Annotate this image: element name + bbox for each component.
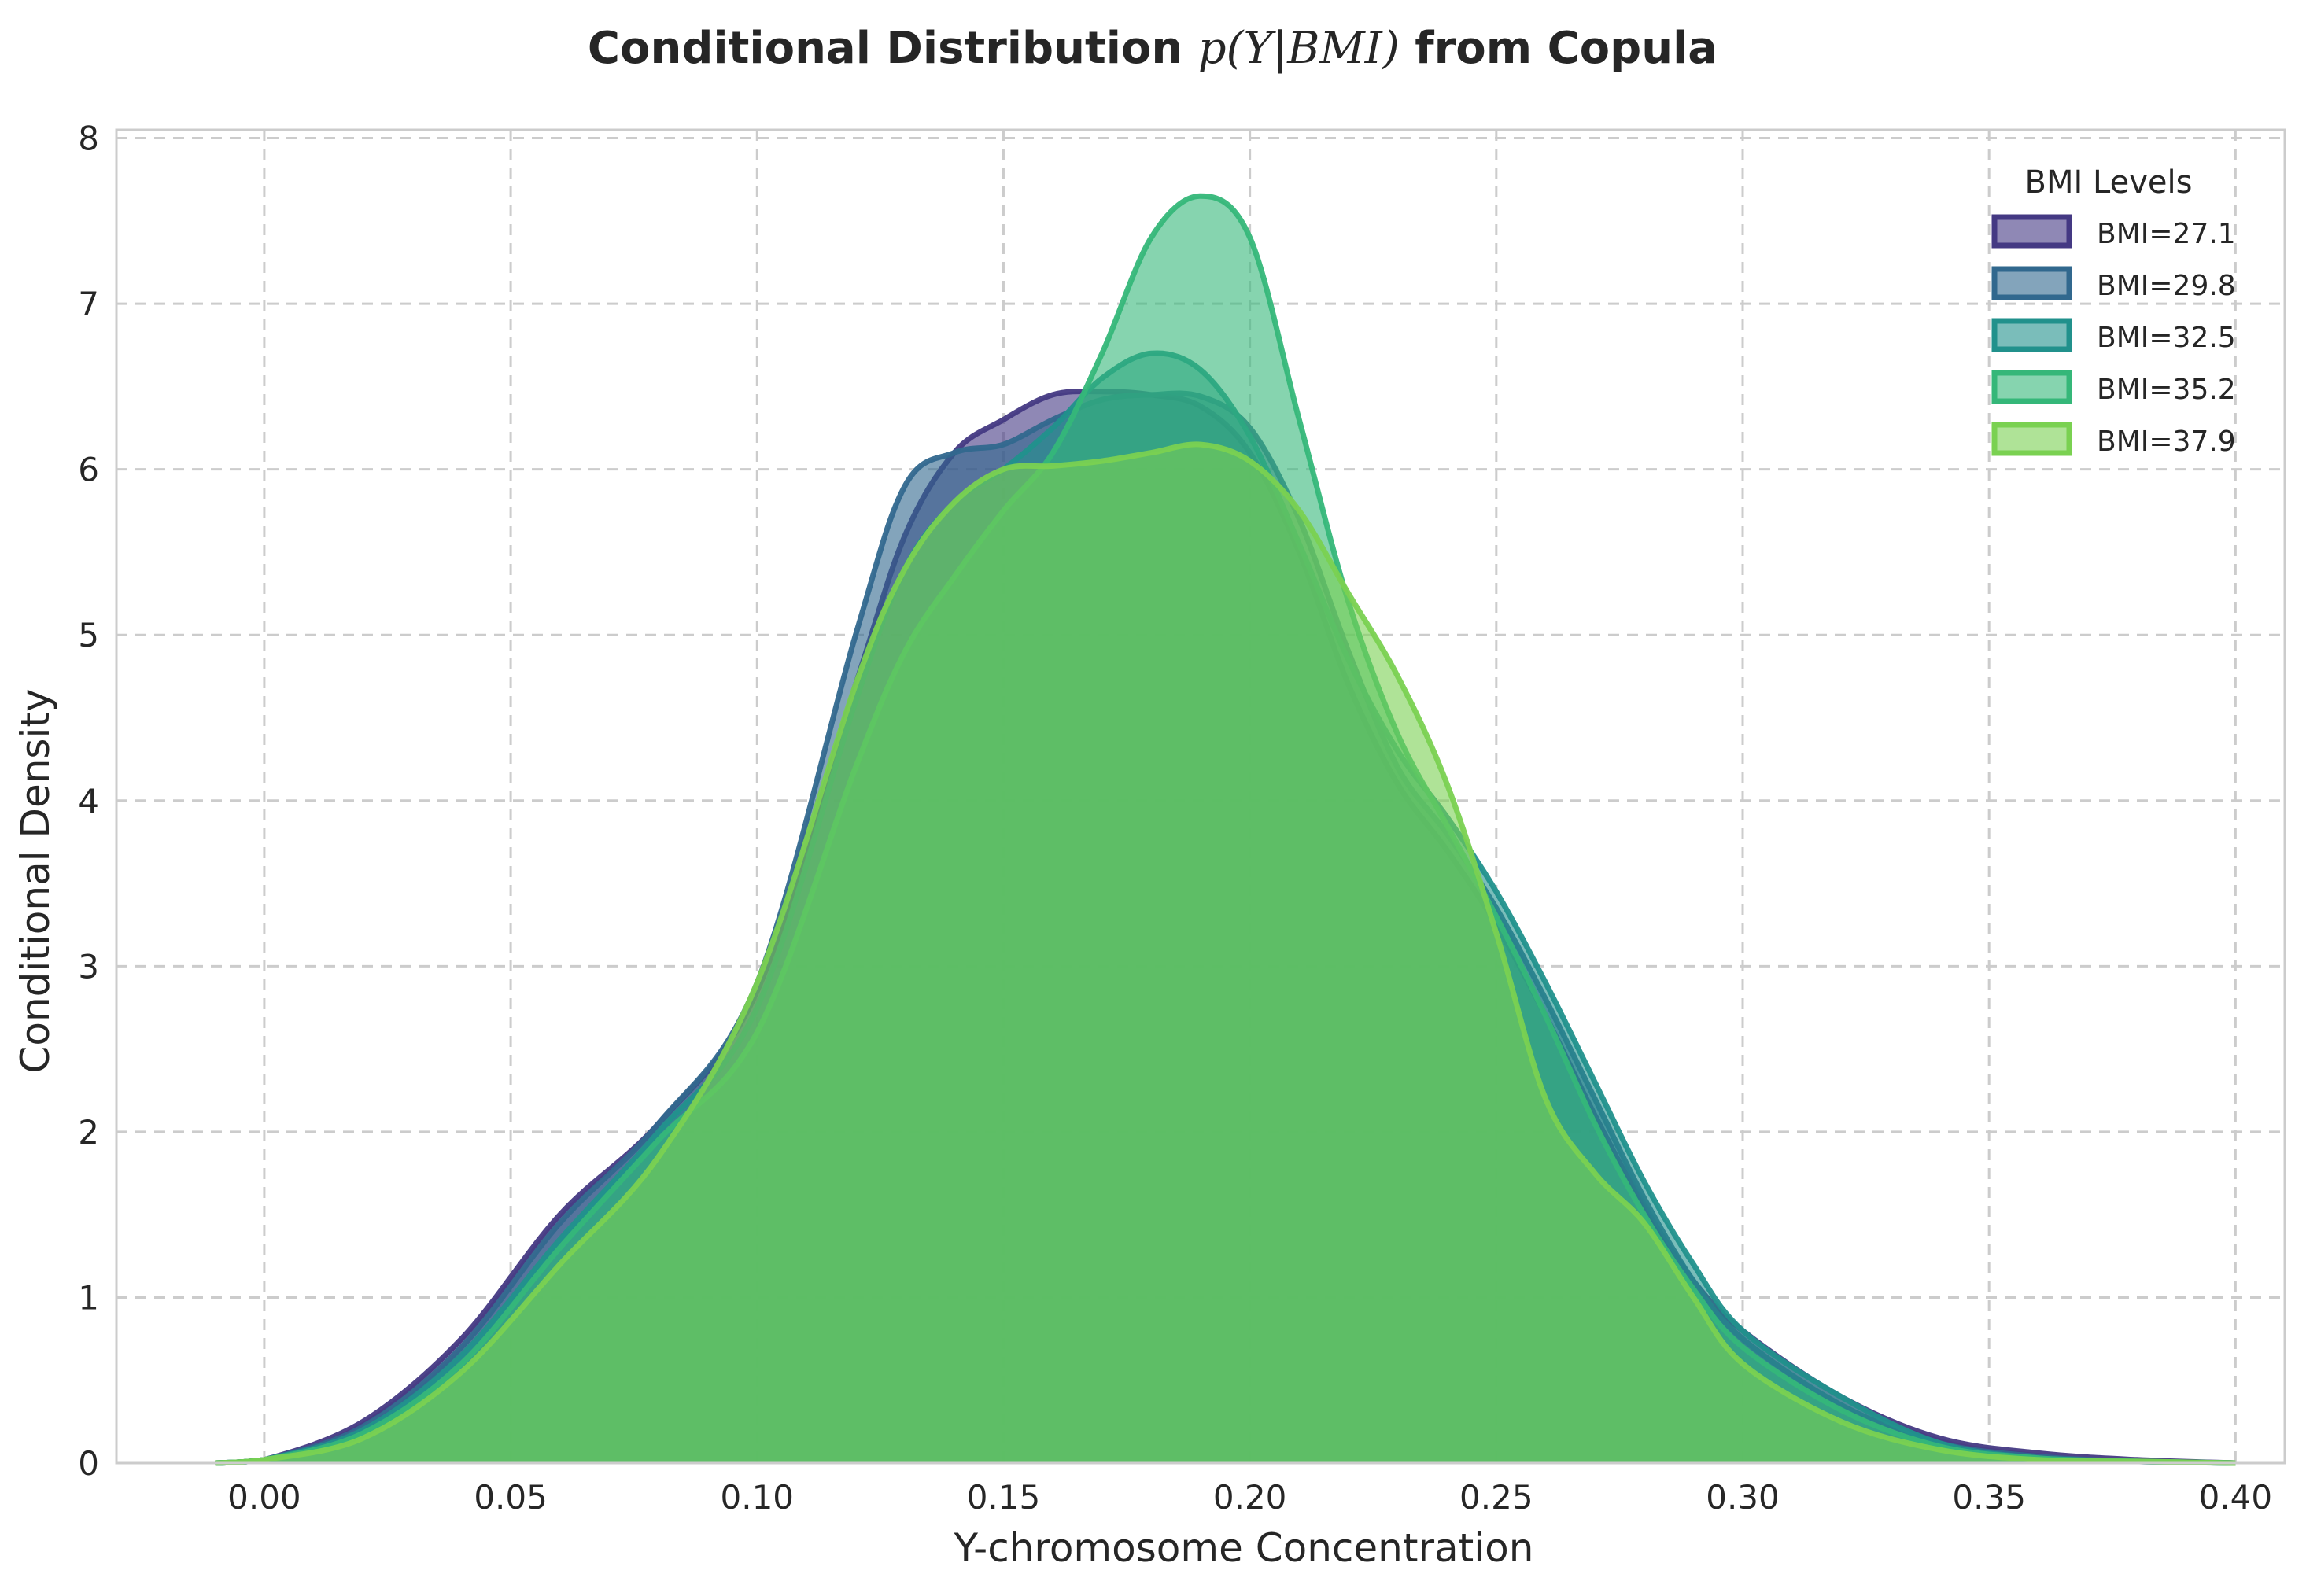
y-tick-label: 2: [78, 1113, 99, 1152]
x-axis-label: Y-chromosome Concentration: [954, 1525, 1534, 1571]
legend-swatch-series-4: [1991, 370, 2072, 404]
x-tick-label: 0.15: [967, 1478, 1041, 1517]
chart-title-prefix: Conditional Distribution: [588, 23, 1198, 74]
x-tick-label: 0.00: [227, 1478, 301, 1517]
x-tick-label: 0.05: [474, 1478, 548, 1517]
legend-swatch-series-1: [1991, 214, 2072, 249]
legend: BMI Levels BMI=27.1 BMI=29.8 BMI=32.5 BMI=3…: [1991, 164, 2236, 458]
y-tick-label: 8: [78, 120, 99, 158]
legend-items: BMI=27.1 BMI=29.8 BMI=32.5 BMI=35.2 BMI=37.9: [1991, 214, 2236, 458]
y-tick-label: 5: [78, 616, 99, 654]
x-tick-label: 0.20: [1213, 1478, 1287, 1517]
x-tick-label: 0.10: [721, 1478, 795, 1517]
x-tick-label: 0.30: [1706, 1478, 1780, 1517]
legend-label-series-2: BMI=29.8: [2097, 270, 2236, 302]
y-tick-label: 3: [78, 947, 99, 986]
x-tick-label: 0.40: [2199, 1478, 2273, 1517]
y-tick-label: 0: [78, 1444, 99, 1483]
legend-label-series-5: BMI=37.9: [2097, 426, 2236, 458]
x-tick-label: 0.35: [1952, 1478, 2026, 1517]
y-tick-label: 1: [78, 1278, 99, 1317]
legend-label-series-1: BMI=27.1: [2097, 218, 2236, 250]
density-area-series-5: [215, 444, 2236, 1464]
y-tick-label: 4: [78, 782, 99, 820]
legend-title: BMI Levels: [2025, 164, 2193, 201]
chart-title-math: p(Y|BMI): [1198, 23, 1400, 74]
legend-swatch-series-3: [1991, 318, 2072, 352]
chart-title: Conditional Distribution p(Y|BMI) from C…: [588, 23, 1718, 74]
y-tick-label: 7: [78, 285, 99, 323]
plot-area: 0.00 0.05 0.10 0.15 0.20 0.25 0.30 0.35 0.40 0 1 2 3…: [78, 120, 2286, 1517]
legend-swatch-series-2: [1991, 266, 2072, 300]
chart-title-suffix: from Copula: [1400, 23, 1718, 74]
legend-label-series-3: BMI=32.5: [2097, 322, 2236, 354]
density-line-series-5: [215, 441, 2236, 1466]
density-line-series-4: [215, 193, 2236, 1466]
y-axis-label: Conditional Density: [13, 688, 58, 1073]
x-tick-label: 0.25: [1459, 1478, 1533, 1517]
plot-frame: [115, 128, 2286, 1465]
y-tick-label: 6: [78, 451, 99, 489]
legend-swatch-series-5: [1991, 422, 2072, 456]
legend-label-series-4: BMI=35.2: [2097, 374, 2236, 406]
